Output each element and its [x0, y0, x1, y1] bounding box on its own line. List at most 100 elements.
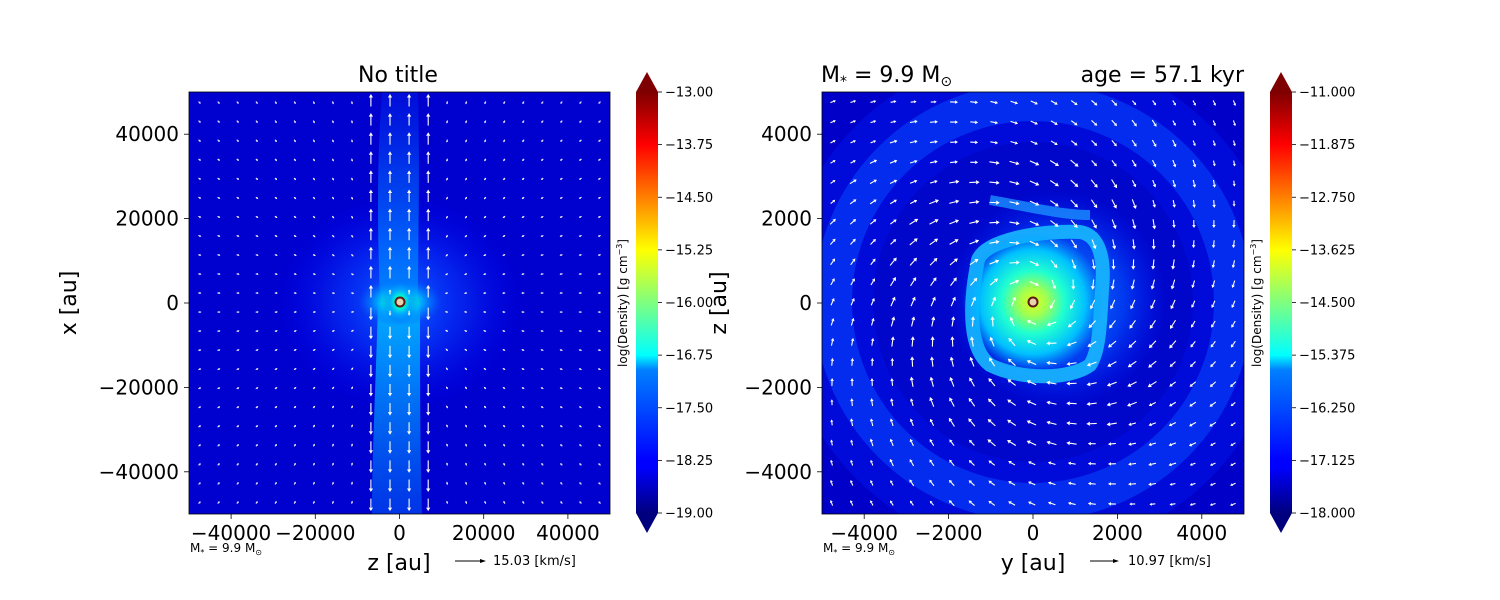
left-velocity-arrow — [559, 272, 563, 276]
left-quiver-key-label: 15.03 [km/s] — [493, 554, 576, 569]
left-velocity-arrow — [540, 177, 544, 181]
left-velocity-arrow — [217, 196, 221, 199]
left-velocity-arrow — [368, 94, 373, 107]
left-velocity-arrow — [446, 120, 449, 124]
left-velocity-arrow — [597, 291, 601, 295]
right-velocity-arrow — [1150, 279, 1156, 290]
left-velocity-arrow — [445, 367, 449, 371]
left-velocity-arrow — [368, 364, 373, 378]
left-velocity-arrow — [236, 253, 240, 257]
left-velocity-arrow — [522, 481, 525, 485]
right-velocity-arrow — [1111, 159, 1117, 167]
right-velocity-arrow — [890, 378, 894, 386]
right-velocity-arrow — [990, 140, 999, 145]
left-velocity-arrow — [464, 329, 468, 332]
right-velocity-arrow — [1212, 100, 1216, 106]
right-velocity-arrow — [870, 480, 874, 486]
right-velocity-arrow — [850, 160, 856, 164]
left-velocity-arrow — [598, 158, 601, 161]
left-velocity-arrow — [446, 386, 449, 390]
left-velocity-arrow — [426, 246, 431, 260]
right-velocity-arrow — [968, 460, 975, 466]
right-velocity-arrow — [1232, 220, 1236, 229]
right-velocity-arrow — [1152, 219, 1157, 230]
right-velocity-arrow — [930, 120, 938, 124]
right-velocity-arrow — [890, 120, 897, 124]
right-velocity-arrow — [1009, 279, 1020, 285]
right-velocity-arrow — [1008, 481, 1016, 486]
left-velocity-arrow — [293, 405, 297, 409]
right-velocity-arrow — [1172, 179, 1177, 188]
right-velocity-arrow — [987, 418, 996, 427]
left-velocity-arrow — [198, 330, 202, 333]
right-velocity-arrow — [1110, 279, 1115, 290]
left-velocity-arrow — [502, 349, 506, 352]
left-velocity-arrow — [198, 139, 201, 142]
left-velocity-arrow — [483, 405, 487, 409]
left-velocity-arrow — [579, 101, 582, 104]
right-velocity-arrow — [929, 140, 938, 144]
right-velocity-arrow — [1011, 296, 1017, 307]
left-xtick-label: −20000 — [275, 521, 355, 545]
left-velocity-arrow — [407, 460, 412, 473]
right-velocity-arrow — [929, 160, 938, 164]
left-velocity-arrow — [368, 422, 373, 435]
right-velocity-arrow — [1230, 361, 1237, 368]
right-velocity-arrow — [970, 316, 976, 327]
left-velocity-arrow — [598, 425, 601, 428]
left-velocity-arrow — [407, 289, 411, 295]
left-velocity-arrow — [312, 158, 315, 162]
left-velocity-arrow — [255, 101, 258, 104]
left-velocity-arrow — [503, 443, 506, 447]
right-velocity-arrow — [1026, 400, 1037, 406]
left-velocity-arrow — [484, 481, 487, 485]
left-velocity-arrow — [559, 234, 563, 237]
right-velocity-arrow — [1070, 199, 1079, 208]
left-velocity-arrow — [198, 406, 202, 409]
right-velocity-arrow — [1008, 501, 1016, 506]
left-velocity-arrow — [521, 291, 525, 295]
right-velocity-arrow — [1066, 401, 1077, 406]
right-velocity-arrow — [830, 357, 835, 366]
left-velocity-arrow — [465, 481, 468, 485]
right-velocity-arrow — [830, 258, 836, 266]
left-velocity-arrow — [312, 481, 315, 485]
right-velocity-arrow — [890, 238, 897, 245]
left-velocity-arrow — [255, 349, 259, 352]
left-velocity-arrow — [274, 424, 278, 428]
left-velocity-arrow — [578, 253, 582, 257]
left-velocity-arrow — [541, 501, 544, 504]
right-velocity-arrow — [1148, 482, 1157, 487]
left-velocity-arrow — [350, 158, 354, 162]
left-velocity-arrow — [217, 272, 221, 276]
right-velocity-arrow — [1087, 461, 1096, 466]
left-velocity-arrow — [597, 310, 601, 314]
right-velocity-arrow — [1086, 361, 1097, 367]
left-velocity-arrow — [274, 501, 277, 504]
right-velocity-arrow — [1091, 239, 1097, 250]
right-velocity-arrow — [1169, 361, 1176, 367]
right-velocity-arrow — [1172, 159, 1177, 168]
left-velocity-arrow — [521, 387, 525, 390]
left-velocity-arrow — [274, 253, 278, 257]
right-velocity-arrow — [1067, 481, 1076, 486]
right-velocity-arrow — [1050, 239, 1059, 248]
left-velocity-arrow — [598, 139, 601, 142]
left-velocity-arrow — [484, 177, 487, 181]
right-velocity-arrow — [1127, 360, 1137, 368]
right-velocity-arrow — [1111, 139, 1117, 147]
right-velocity-arrow — [1170, 279, 1176, 290]
left-velocity-arrow — [198, 177, 202, 180]
left-velocity-arrow — [426, 307, 431, 321]
right-velocity-arrow — [869, 159, 878, 164]
right-velocity-arrow — [870, 238, 876, 245]
right-velocity-arrow — [1029, 200, 1040, 206]
left-velocity-arrow — [559, 177, 563, 180]
left-mass-annotation: M* = 9.9 M⊙ — [190, 541, 262, 557]
left-velocity-arrow — [521, 253, 525, 257]
right-velocity-arrow — [870, 258, 876, 266]
right-velocity-arrow — [1070, 159, 1079, 167]
left-velocity-arrow — [198, 368, 202, 371]
right-velocity-arrow — [1232, 140, 1236, 147]
left-velocity-arrow — [198, 501, 201, 504]
